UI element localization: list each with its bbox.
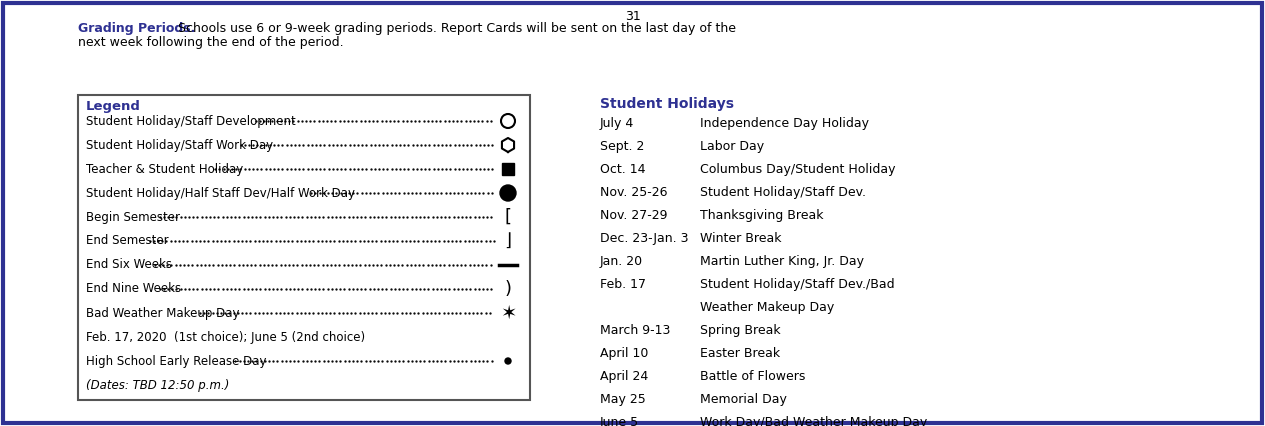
Text: End Nine Weeks: End Nine Weeks [86,282,181,296]
Text: July 4: July 4 [600,117,634,130]
Text: Student Holiday/Staff Work Day: Student Holiday/Staff Work Day [86,138,273,152]
Text: Martin Luther King, Jr. Day: Martin Luther King, Jr. Day [700,255,864,268]
Text: (Dates: TBD 12:50 p.m.): (Dates: TBD 12:50 p.m.) [86,378,229,391]
Text: Student Holiday/Staff Dev.: Student Holiday/Staff Dev. [700,186,867,199]
Text: Weather Makeup Day: Weather Makeup Day [700,301,834,314]
Text: Grading Periods.: Grading Periods. [78,22,195,35]
Text: 31: 31 [625,10,640,23]
Text: High School Early Release Day: High School Early Release Day [86,354,267,368]
Text: ✶: ✶ [500,303,516,322]
Text: Teacher & Student Holiday: Teacher & Student Holiday [86,162,243,176]
Text: Jan. 20: Jan. 20 [600,255,643,268]
Text: Feb. 17, 2020  (1st choice); June 5 (2nd choice): Feb. 17, 2020 (1st choice); June 5 (2nd … [86,331,366,343]
Text: Work Day/Bad Weather Makeup Day: Work Day/Bad Weather Makeup Day [700,416,927,426]
Text: Sept. 2: Sept. 2 [600,140,644,153]
Text: ): ) [505,280,511,298]
Text: Thanksgiving Break: Thanksgiving Break [700,209,824,222]
Bar [502,163,514,175]
Text: Legend: Legend [86,100,140,113]
Text: April 24: April 24 [600,370,648,383]
Text: Memorial Day: Memorial Day [700,393,787,406]
Text: Student Holiday/Staff Development: Student Holiday/Staff Development [86,115,296,127]
Text: Begin Semester: Begin Semester [86,210,180,224]
Text: ⌋: ⌋ [505,232,511,250]
Text: April 10: April 10 [600,347,649,360]
Text: Oct. 14: Oct. 14 [600,163,645,176]
FancyBboxPatch shape [3,3,1262,423]
Text: End Semester: End Semester [86,234,168,248]
Text: [: [ [505,208,511,226]
Text: Bad Weather Makeup Day: Bad Weather Makeup Day [86,306,239,320]
Text: March 9-13: March 9-13 [600,324,670,337]
Text: Student Holidays: Student Holidays [600,97,734,111]
Text: Battle of Flowers: Battle of Flowers [700,370,806,383]
Text: Student Holiday/Staff Dev./Bad: Student Holiday/Staff Dev./Bad [700,278,894,291]
Text: Dec. 23-Jan. 3: Dec. 23-Jan. 3 [600,232,688,245]
Circle shape [500,185,516,201]
Text: Independence Day Holiday: Independence Day Holiday [700,117,869,130]
Text: End Six Weeks: End Six Weeks [86,259,172,271]
Text: Feb. 17: Feb. 17 [600,278,646,291]
Text: next week following the end of the period.: next week following the end of the perio… [78,36,344,49]
Text: Easter Break: Easter Break [700,347,781,360]
Text: Spring Break: Spring Break [700,324,781,337]
Text: Student Holiday/Half Staff Dev/Half Work Day: Student Holiday/Half Staff Dev/Half Work… [86,187,355,199]
Circle shape [505,358,511,364]
Text: Winter Break: Winter Break [700,232,782,245]
Text: June 5: June 5 [600,416,639,426]
Text: Nov. 27-29: Nov. 27-29 [600,209,668,222]
Text: Nov. 25-26: Nov. 25-26 [600,186,668,199]
Text: Schools use 6 or 9-week grading periods. Report Cards will be sent on the last d: Schools use 6 or 9-week grading periods.… [175,22,736,35]
Text: Columbus Day/Student Holiday: Columbus Day/Student Holiday [700,163,896,176]
FancyBboxPatch shape [78,95,530,400]
Text: Labor Day: Labor Day [700,140,764,153]
Text: May 25: May 25 [600,393,645,406]
